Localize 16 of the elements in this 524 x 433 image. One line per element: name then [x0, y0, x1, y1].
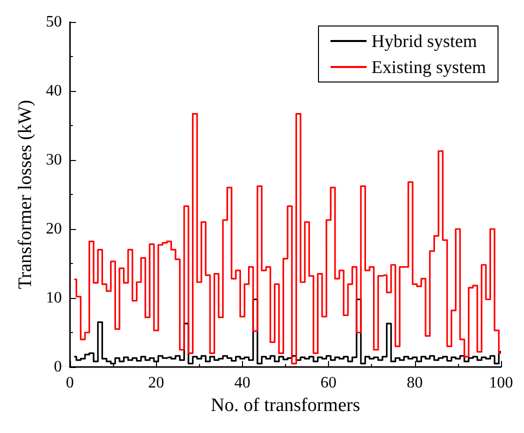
x-tick-label: 60	[320, 374, 337, 392]
x-tick-label: 0	[66, 374, 74, 392]
y-tick-label: 20	[46, 220, 62, 238]
x-tick-label: 40	[234, 374, 250, 392]
x-tick-label: 80	[406, 374, 423, 392]
y-tick-label: 50	[46, 14, 62, 30]
y-tick-label: 40	[46, 82, 62, 100]
y-tick-label: 30	[46, 152, 62, 168]
legend-label: Hybrid system	[371, 31, 477, 51]
x-axis-title: No. of transformers	[210, 394, 360, 416]
x-tick-label: 20	[148, 374, 164, 392]
y-tick-label: 0	[54, 358, 62, 376]
y-axis-title: Transformer losses (kW)	[15, 100, 36, 290]
x-tick-label: 100	[489, 374, 513, 392]
y-tick-label: 10	[46, 290, 62, 306]
legend-label: Existing system	[371, 57, 486, 77]
